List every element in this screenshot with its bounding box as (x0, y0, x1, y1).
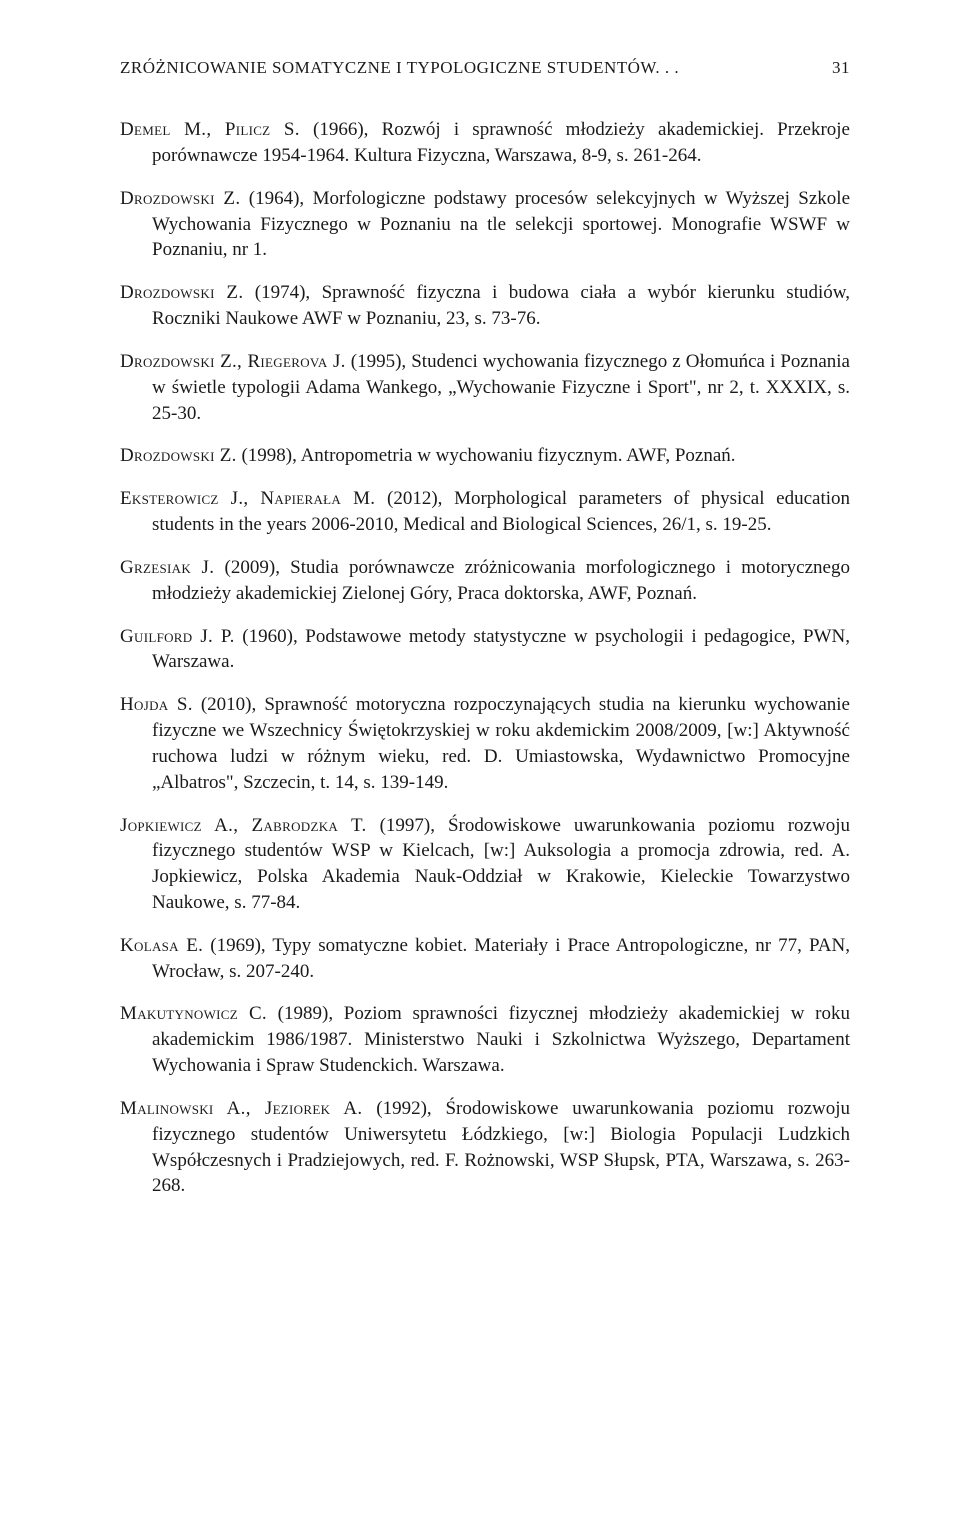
reference-authors: Demel M., Pilicz S. (120, 119, 300, 140)
running-title: ZRÓŻNICOWANIE SOMATYCZNE I TYPOLOGICZNE … (120, 56, 679, 79)
reference-authors: Eksterowicz J., Napierała M. (120, 488, 375, 509)
reference-entry: Hojda S. (2010), Sprawność motoryczna ro… (120, 692, 850, 795)
reference-body: (1998), Antropometria w wychowaniu fizyc… (237, 445, 736, 466)
reference-entry: Demel M., Pilicz S. (1966), Rozwój i spr… (120, 117, 850, 169)
reference-authors: Malinowski A., Jeziorek A. (120, 1098, 362, 1119)
reference-entry: Eksterowicz J., Napierała M. (2012), Mor… (120, 486, 850, 538)
reference-authors: Drozdowski Z., Riegerova J. (120, 351, 346, 372)
reference-entry: Drozdowski Z. (1964), Morfologiczne pods… (120, 186, 850, 263)
reference-authors: Hojda S. (120, 694, 193, 715)
reference-authors: Drozdowski Z. (120, 445, 237, 466)
page-container: ZRÓŻNICOWANIE SOMATYCZNE I TYPOLOGICZNE … (0, 0, 960, 1540)
reference-body: (1969), Typy somatyczne kobiet. Materiał… (152, 935, 850, 982)
reference-entry: Makutynowicz C. (1989), Poziom sprawnośc… (120, 1001, 850, 1078)
reference-entry: Drozdowski Z. (1998), Antropometria w wy… (120, 443, 850, 469)
reference-authors: Grzesiak J. (120, 557, 214, 578)
reference-body: (1964), Morfologiczne podstawy procesów … (152, 188, 850, 261)
reference-entry: Malinowski A., Jeziorek A. (1992), Środo… (120, 1096, 850, 1199)
reference-body: (1960), Podstawowe metody statystyczne w… (152, 626, 850, 673)
reference-entry: Guilford J. P. (1960), Podstawowe metody… (120, 624, 850, 676)
references-list: Demel M., Pilicz S. (1966), Rozwój i spr… (120, 117, 850, 1199)
reference-authors: Drozdowski Z. (120, 282, 243, 303)
page-number: 31 (832, 56, 850, 79)
running-head: ZRÓŻNICOWANIE SOMATYCZNE I TYPOLOGICZNE … (120, 56, 850, 79)
reference-entry: Drozdowski Z., Riegerova J. (1995), Stud… (120, 349, 850, 426)
reference-entry: Jopkiewicz A., Zabrodzka T. (1997), Środ… (120, 813, 850, 916)
reference-authors: Drozdowski Z. (120, 188, 240, 209)
reference-body: (2010), Sprawność motoryczna rozpoczynaj… (152, 694, 850, 792)
reference-authors: Makutynowicz C. (120, 1003, 267, 1024)
reference-authors: Jopkiewicz A., Zabrodzka T. (120, 815, 367, 836)
reference-entry: Kolasa E. (1969), Typy somatyczne kobiet… (120, 933, 850, 985)
reference-authors: Kolasa E. (120, 935, 203, 956)
reference-body: (2009), Studia porównawcze zróżnicowania… (152, 557, 850, 604)
reference-authors: Guilford J. P. (120, 626, 235, 647)
reference-entry: Grzesiak J. (2009), Studia porównawcze z… (120, 555, 850, 607)
reference-entry: Drozdowski Z. (1974), Sprawność fizyczna… (120, 280, 850, 332)
reference-body: (1974), Sprawność fizyczna i budowa ciał… (152, 282, 850, 329)
